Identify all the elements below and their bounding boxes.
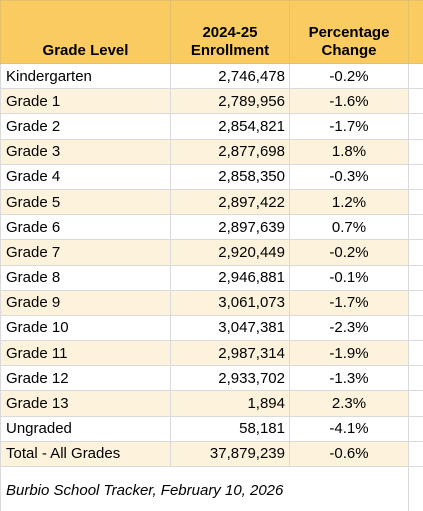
grade-level-cell[interactable]: Grade 6 (0, 214, 171, 241)
table-row: Grade 11 2,987,314 -1.9% (0, 340, 423, 367)
enrollment-cell[interactable]: 2,789,956 (170, 88, 290, 115)
grade-level-cell[interactable]: Grade 8 (0, 264, 171, 291)
enrollment-cell[interactable]: 2,933,702 (170, 365, 290, 392)
grade-level-cell[interactable]: Grade 9 (0, 289, 171, 316)
percentage-change-cell[interactable]: -0.2% (289, 62, 409, 90)
enrollment-cell[interactable]: 1,894 (170, 390, 290, 417)
empty-cell[interactable] (408, 88, 423, 115)
header-percentage-change[interactable]: Percentage Change (289, 0, 409, 64)
table-row: Grade 5 2,897,422 1.2% (0, 188, 423, 216)
enrollment-cell[interactable]: 2,877,698 (170, 138, 290, 165)
enrollment-cell[interactable]: 2,946,881 (170, 264, 290, 291)
empty-cell[interactable] (408, 466, 423, 511)
empty-cell[interactable] (408, 390, 423, 417)
table-row: Grade 7 2,920,449 -0.2% (0, 239, 423, 266)
table-row: Grade 4 2,858,350 -0.3% (0, 163, 423, 190)
enrollment-cell[interactable]: 2,746,478 (170, 62, 290, 90)
percentage-change-cell[interactable]: 0.7% (289, 214, 409, 241)
empty-cell[interactable] (408, 62, 423, 90)
header-grade-level-label: Grade Level (42, 42, 129, 59)
percentage-change-cell[interactable]: -0.1% (289, 264, 409, 291)
header-enrollment-line1: 2024-25 (202, 24, 258, 41)
table-row: Grade 8 2,946,881 -0.1% (0, 264, 423, 291)
empty-cell[interactable] (408, 163, 423, 190)
header-change-line2: Change (321, 42, 377, 59)
enrollment-cell[interactable]: 3,061,073 (170, 289, 290, 316)
grade-level-cell[interactable]: Grade 10 (0, 314, 171, 342)
percentage-change-cell[interactable]: -1.7% (289, 289, 409, 316)
percentage-change-cell[interactable]: 1.8% (289, 138, 409, 165)
empty-cell[interactable] (408, 188, 423, 216)
empty-cell[interactable] (408, 440, 423, 468)
grade-level-cell[interactable]: Grade 11 (0, 340, 171, 367)
percentage-change-cell[interactable]: -1.6% (289, 88, 409, 115)
table-row: Grade 10 3,047,381 -2.3% (0, 314, 423, 342)
percentage-change-cell[interactable]: 1.2% (289, 188, 409, 216)
empty-cell[interactable] (408, 340, 423, 367)
empty-cell[interactable] (408, 239, 423, 266)
enrollment-cell[interactable]: 2,897,639 (170, 214, 290, 241)
percentage-change-cell[interactable]: 2.3% (289, 390, 409, 417)
grade-level-cell[interactable]: Grade 12 (0, 365, 171, 392)
grade-level-cell[interactable]: Grade 13 (0, 390, 171, 417)
percentage-change-cell[interactable]: -4.1% (289, 415, 409, 442)
grade-level-cell[interactable]: Grade 1 (0, 88, 171, 115)
percentage-change-cell[interactable]: -1.3% (289, 365, 409, 392)
grade-level-cell[interactable]: Grade 4 (0, 163, 171, 190)
percentage-change-cell[interactable]: -2.3% (289, 314, 409, 342)
enrollment-cell[interactable]: 2,920,449 (170, 239, 290, 266)
source-note: Burbio School Tracker, February 10, 2026 (6, 482, 284, 499)
table-row: Grade 6 2,897,639 0.7% (0, 214, 423, 241)
enrollment-cell[interactable]: 2,854,821 (170, 113, 290, 140)
table-row: Grade 12 2,933,702 -1.3% (0, 365, 423, 392)
grade-level-cell[interactable]: Kindergarten (0, 62, 171, 90)
table-row: Grade 1 2,789,956 -1.6% (0, 88, 423, 115)
source-note-cell[interactable]: Burbio School Tracker, February 10, 2026 (0, 466, 409, 511)
table-row: Kindergarten 2,746,478 -0.2% (0, 62, 423, 90)
percentage-change-cell[interactable]: -1.7% (289, 113, 409, 140)
empty-cell[interactable] (408, 314, 423, 342)
grade-level-cell[interactable]: Total - All Grades (0, 440, 171, 468)
empty-cell[interactable] (408, 264, 423, 291)
enrollment-cell[interactable]: 2,858,350 (170, 163, 290, 190)
header-enrollment-line2: Enrollment (190, 42, 270, 59)
enrollment-cell[interactable]: 2,987,314 (170, 340, 290, 367)
table-row: Grade 13 1,894 2.3% (0, 390, 423, 417)
percentage-change-cell[interactable]: -0.6% (289, 440, 409, 468)
percentage-change-cell[interactable]: -1.9% (289, 340, 409, 367)
empty-cell[interactable] (408, 138, 423, 165)
enrollment-cell[interactable]: 37,879,239 (170, 440, 290, 468)
grade-level-cell[interactable]: Grade 5 (0, 188, 171, 216)
enrollment-cell[interactable]: 58,181 (170, 415, 290, 442)
empty-cell[interactable] (408, 365, 423, 392)
table-row: Grade 3 2,877,698 1.8% (0, 138, 423, 165)
source-note-row: Burbio School Tracker, February 10, 2026 (0, 466, 423, 511)
grade-level-cell[interactable]: Ungraded (0, 415, 171, 442)
header-enrollment[interactable]: 2024-25 Enrollment (170, 0, 290, 64)
grade-level-cell[interactable]: Grade 7 (0, 239, 171, 266)
table-row: Ungraded 58,181 -4.1% (0, 415, 423, 442)
header-grade-level[interactable]: Grade Level (0, 0, 171, 64)
empty-cell[interactable] (408, 415, 423, 442)
table-row: Grade 9 3,061,073 -1.7% (0, 289, 423, 316)
grade-level-cell[interactable]: Grade 3 (0, 138, 171, 165)
header-row: Grade Level 2024-25 Enrollment Percentag… (0, 0, 423, 64)
table-row: Total - All Grades 37,879,239 -0.6% (0, 440, 423, 468)
empty-cell[interactable] (408, 113, 423, 140)
table-row: Grade 2 2,854,821 -1.7% (0, 113, 423, 140)
percentage-change-cell[interactable]: -0.2% (289, 239, 409, 266)
percentage-change-cell[interactable]: -0.3% (289, 163, 409, 190)
grade-level-cell[interactable]: Grade 2 (0, 113, 171, 140)
header-empty-cell[interactable] (408, 0, 423, 64)
enrollment-cell[interactable]: 2,897,422 (170, 188, 290, 216)
empty-cell[interactable] (408, 289, 423, 316)
enrollment-cell[interactable]: 3,047,381 (170, 314, 290, 342)
empty-cell[interactable] (408, 214, 423, 241)
header-change-line1: Percentage (308, 24, 390, 41)
